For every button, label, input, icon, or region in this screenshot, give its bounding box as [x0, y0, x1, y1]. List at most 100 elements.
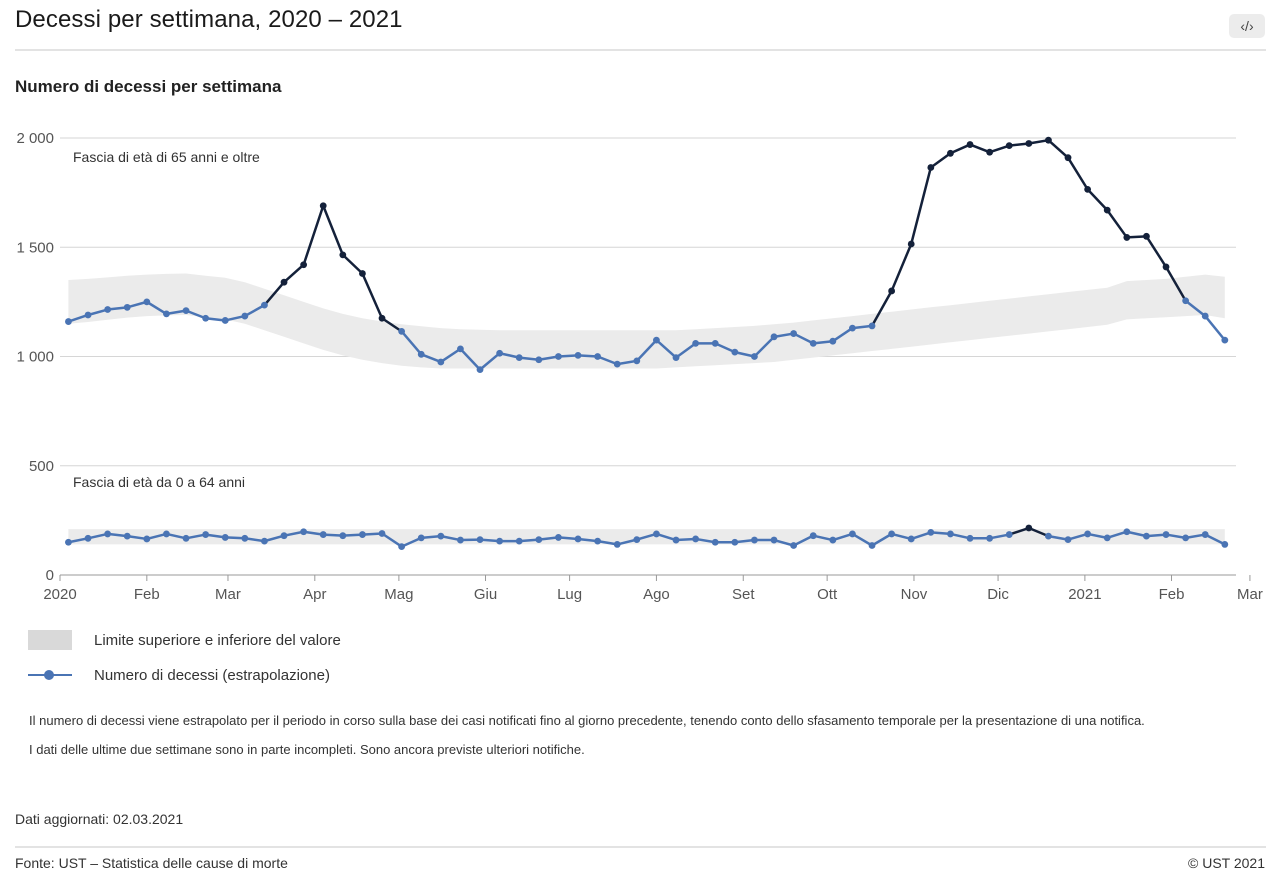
- series-line-segment: [929, 152, 952, 169]
- series-line-segment: [243, 303, 266, 318]
- line-marker-icon: [28, 665, 72, 685]
- note-incomplete: I dati delle ultime due settimane sono i…: [29, 742, 585, 757]
- legend-item-band[interactable]: Limite superiore e inferiore del valore: [28, 630, 341, 650]
- data-point: [1182, 297, 1190, 305]
- series-line-segment: [1203, 533, 1227, 546]
- data-point: [829, 337, 837, 345]
- series-line-segment: [145, 300, 168, 316]
- deaths-line-chart: 0 500 1 000 1 500 2 000 2020 Feb Mar Apr Mag Giu Lu…: [16, 130, 1262, 603]
- data-point: [1084, 530, 1092, 538]
- series-line-segment: [1007, 526, 1031, 536]
- data-point: [966, 141, 974, 148]
- data-point: [653, 336, 660, 344]
- data-point: [241, 534, 249, 542]
- data-point: [672, 536, 680, 544]
- data-point: [300, 261, 308, 269]
- series-line-segment: [655, 338, 678, 359]
- series-line-segment: [909, 166, 933, 246]
- x-tick-label: Feb: [134, 586, 160, 603]
- data-point: [476, 536, 484, 544]
- data-point: [1064, 154, 1072, 162]
- x-tick-label: Ago: [643, 586, 670, 603]
- series-line-segment: [263, 280, 286, 307]
- x-tick-label: Set: [732, 586, 755, 603]
- data-point: [809, 532, 817, 540]
- series-line-segment: [596, 355, 619, 366]
- legend-band-label: Limite superiore e inferiore del valore: [94, 631, 341, 649]
- data-point: [261, 537, 268, 545]
- data-point: [633, 357, 641, 365]
- data-point: [300, 528, 308, 536]
- data-point: [535, 536, 543, 544]
- series-line-segment: [380, 532, 403, 548]
- series-line-segment: [321, 204, 345, 257]
- data-point: [1064, 536, 1072, 544]
- data-point: [770, 333, 778, 341]
- data-point: [1005, 142, 1013, 150]
- data-point: [829, 536, 837, 544]
- data-point: [790, 542, 798, 549]
- data-point: [1025, 140, 1033, 147]
- data-point: [1162, 531, 1170, 538]
- data-point: [790, 330, 798, 337]
- data-point: [84, 311, 92, 319]
- chart-subtitle: Numero di decessi per settimana: [15, 77, 282, 96]
- data-point: [1162, 263, 1170, 271]
- data-point: [1005, 531, 1013, 538]
- data-point: [339, 532, 347, 540]
- data-point: [868, 322, 876, 330]
- data-point: [770, 536, 778, 544]
- series-line-segment: [890, 242, 913, 293]
- embed-code-button[interactable]: ‹/›: [1229, 14, 1265, 38]
- data-point: [907, 535, 915, 543]
- data-point: [849, 324, 856, 332]
- y-tick-label: 0: [46, 567, 54, 584]
- code-icon: ‹/›: [1240, 18, 1254, 34]
- x-tick-label: Dic: [987, 586, 1009, 603]
- data-point: [947, 149, 954, 157]
- data-point: [163, 310, 170, 318]
- legend-item-line[interactable]: Numero di decessi (estrapolazione): [28, 665, 330, 685]
- data-point: [143, 535, 151, 543]
- data-point: [1045, 136, 1052, 144]
- data-point: [202, 314, 210, 322]
- data-point: [535, 356, 543, 364]
- series-line-segment: [713, 342, 737, 354]
- footer-divider: [15, 846, 1266, 848]
- data-point: [653, 530, 660, 538]
- data-point: [123, 303, 131, 311]
- series-line-segment: [184, 309, 207, 320]
- data-point: [378, 314, 386, 322]
- data-point: [633, 536, 641, 544]
- data-point: [907, 240, 915, 248]
- series-line-segment: [655, 532, 678, 542]
- data-point: [574, 535, 582, 543]
- series-line-segment: [831, 326, 854, 343]
- data-point: [163, 530, 170, 538]
- data-point: [849, 530, 856, 538]
- data-point: [1123, 234, 1131, 241]
- series-line-segment: [968, 143, 991, 154]
- data-point: [359, 531, 366, 538]
- series-line-segment: [870, 532, 893, 547]
- update-date: Dati aggiornati: 02.03.2021: [15, 811, 184, 827]
- series-line-segment: [1105, 208, 1129, 239]
- data-point: [711, 339, 719, 347]
- data-point: [751, 353, 758, 360]
- data-point: [398, 543, 406, 550]
- data-point: [868, 542, 876, 549]
- data-point: [1103, 534, 1111, 542]
- data-point: [241, 312, 249, 320]
- series-line-segment: [1027, 526, 1050, 538]
- series-line-segment: [1105, 530, 1129, 540]
- series-line-segment: [1164, 265, 1187, 303]
- data-point: [280, 532, 288, 540]
- data-point: [555, 353, 562, 360]
- legend-line-label: Numero di decessi (estrapolazione): [94, 666, 330, 684]
- series-line-segment: [1203, 314, 1227, 342]
- data-point: [947, 530, 954, 538]
- source-link[interactable]: Fonte: UST – Statistica delle cause di m…: [15, 855, 288, 871]
- x-tick-label: Mar: [215, 586, 241, 603]
- data-point: [515, 537, 523, 545]
- series-line-segment: [870, 289, 893, 328]
